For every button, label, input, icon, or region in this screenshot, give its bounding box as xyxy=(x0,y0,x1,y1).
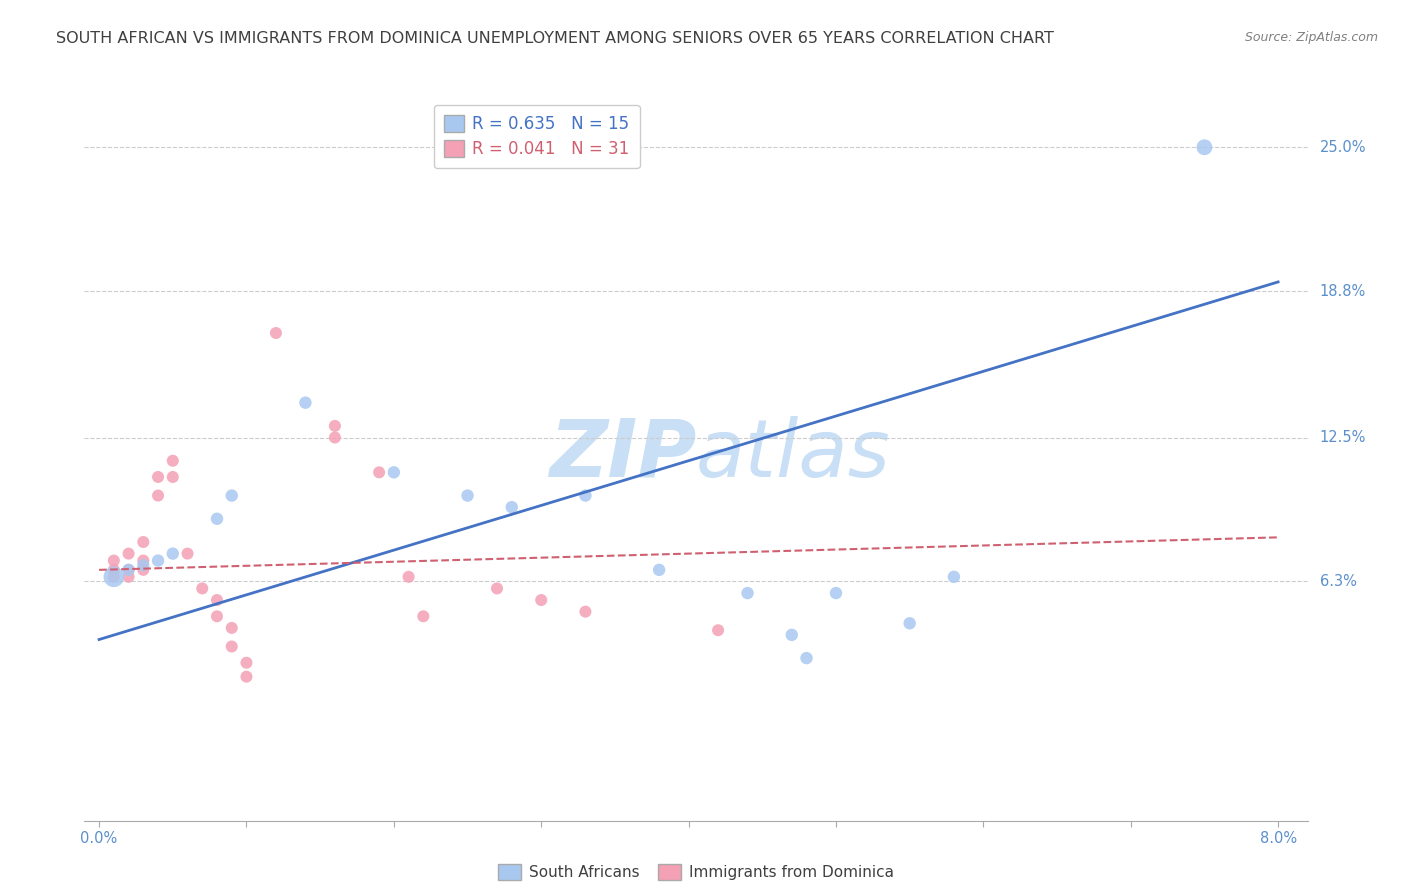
Point xyxy=(825,586,848,600)
Point xyxy=(146,553,169,567)
Point xyxy=(176,547,198,561)
Point xyxy=(398,570,420,584)
Point xyxy=(146,470,169,484)
Text: Source: ZipAtlas.com: Source: ZipAtlas.com xyxy=(1244,31,1378,45)
Point xyxy=(530,593,553,607)
Point xyxy=(235,670,257,684)
Point xyxy=(132,558,155,573)
Text: ZIP: ZIP xyxy=(548,416,696,494)
Point xyxy=(501,500,523,515)
Point xyxy=(162,470,184,484)
Point xyxy=(205,609,228,624)
Point xyxy=(117,547,139,561)
Point xyxy=(457,489,479,503)
Point xyxy=(780,628,803,642)
Point xyxy=(485,582,508,596)
Point xyxy=(796,651,818,665)
Text: 18.8%: 18.8% xyxy=(1320,284,1367,299)
Point xyxy=(117,563,139,577)
Text: 6.3%: 6.3% xyxy=(1320,574,1357,589)
Point xyxy=(132,553,155,567)
Point xyxy=(221,640,243,654)
Text: atlas: atlas xyxy=(696,416,891,494)
Point xyxy=(574,489,596,503)
Point xyxy=(132,563,155,577)
Text: 25.0%: 25.0% xyxy=(1320,140,1367,154)
Point xyxy=(117,563,139,577)
Point xyxy=(103,570,125,584)
Point xyxy=(412,609,434,624)
Point xyxy=(1194,140,1216,154)
Point xyxy=(162,547,184,561)
Point xyxy=(221,621,243,635)
Text: SOUTH AFRICAN VS IMMIGRANTS FROM DOMINICA UNEMPLOYMENT AMONG SENIORS OVER 65 YEA: SOUTH AFRICAN VS IMMIGRANTS FROM DOMINIC… xyxy=(56,31,1054,46)
Point xyxy=(648,563,671,577)
Point xyxy=(323,418,346,433)
Legend: South Africans, Immigrants from Dominica: South Africans, Immigrants from Dominica xyxy=(492,858,900,886)
Point xyxy=(323,430,346,444)
Point xyxy=(898,616,921,631)
Point xyxy=(103,553,125,567)
Point xyxy=(737,586,759,600)
Text: 12.5%: 12.5% xyxy=(1320,430,1367,445)
Point xyxy=(205,593,228,607)
Point xyxy=(191,582,214,596)
Point xyxy=(117,570,139,584)
Point xyxy=(264,326,287,340)
Point xyxy=(942,570,965,584)
Point xyxy=(221,489,243,503)
Point xyxy=(382,466,405,480)
Point xyxy=(707,624,730,638)
Point xyxy=(162,454,184,468)
Point xyxy=(574,605,596,619)
Point xyxy=(294,395,316,409)
Point xyxy=(103,570,125,584)
Point xyxy=(235,656,257,670)
Point xyxy=(205,512,228,526)
Point xyxy=(146,489,169,503)
Point xyxy=(103,563,125,577)
Point xyxy=(132,535,155,549)
Point xyxy=(368,466,391,480)
